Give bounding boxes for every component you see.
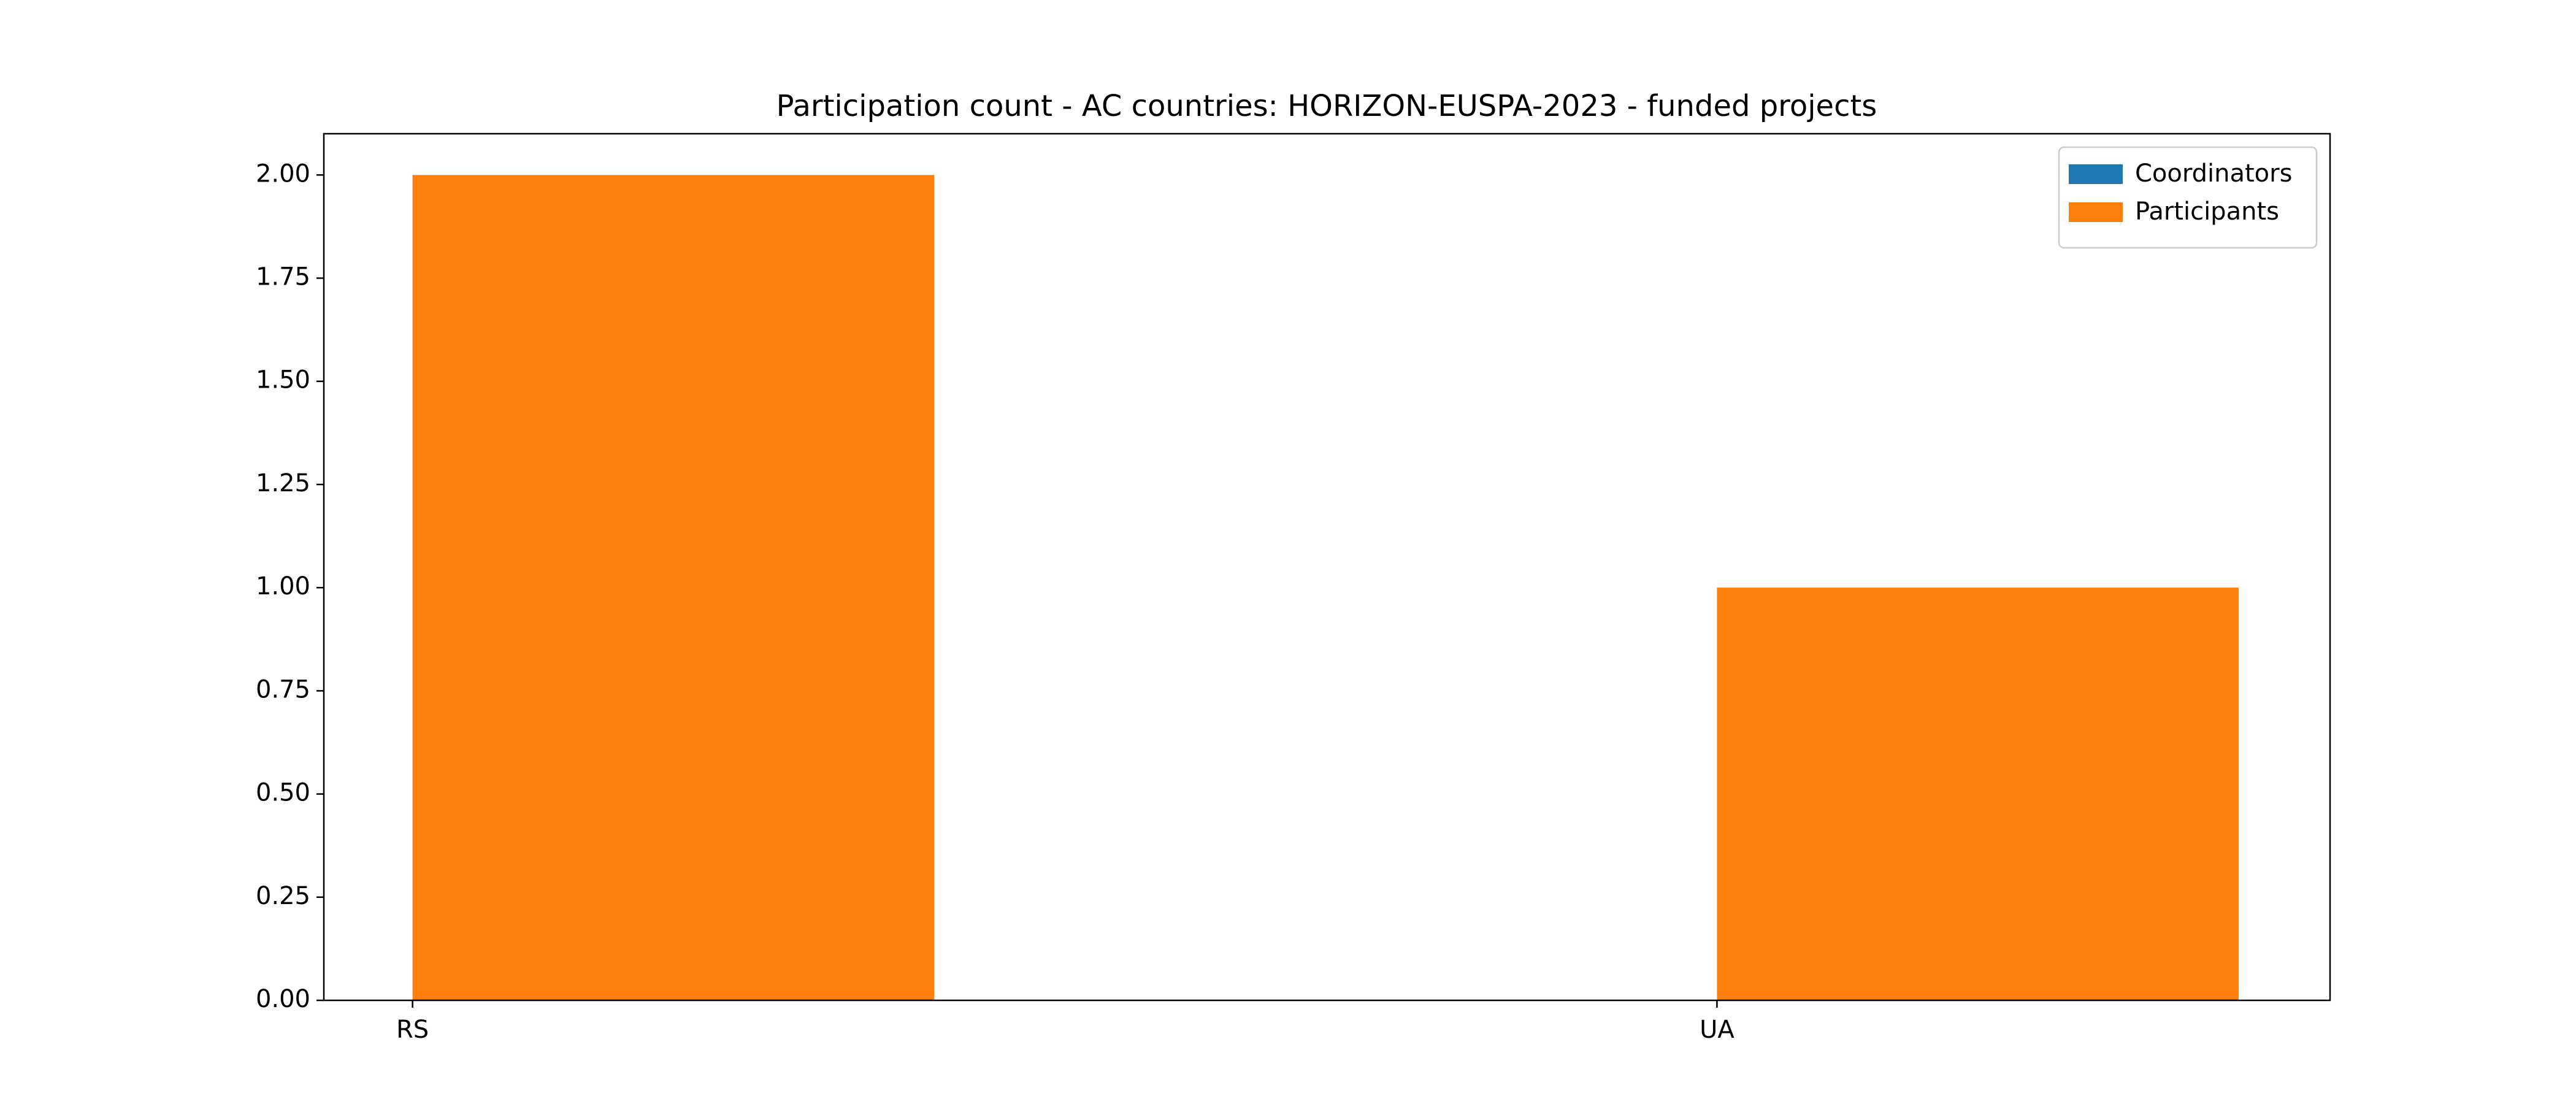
y-tick-label: 0.75 bbox=[256, 675, 310, 703]
legend-label: Coordinators bbox=[2135, 159, 2292, 188]
legend-box bbox=[2058, 146, 2318, 249]
y-tick-label: 1.75 bbox=[256, 263, 310, 291]
y-tick-label: 2.00 bbox=[256, 159, 310, 188]
bar bbox=[412, 175, 935, 1001]
legend-label: Participants bbox=[2135, 197, 2279, 226]
y-tick-label: 1.50 bbox=[256, 366, 310, 394]
x-tick-label: UA bbox=[1700, 1016, 1735, 1044]
y-tick-label: 1.00 bbox=[256, 572, 310, 600]
y-tick-label: 0.00 bbox=[256, 985, 310, 1013]
bar bbox=[1717, 588, 2239, 1000]
legend-swatch bbox=[2069, 202, 2123, 222]
y-tick-label: 1.25 bbox=[256, 469, 310, 497]
y-tick-label: 0.25 bbox=[256, 882, 310, 910]
legend-swatch bbox=[2069, 164, 2123, 184]
chart-title: Participation count - AC countries: HORI… bbox=[776, 89, 1877, 123]
plot-frame bbox=[323, 132, 2331, 1002]
y-tick-label: 0.50 bbox=[256, 779, 310, 807]
x-tick-label: RS bbox=[396, 1016, 429, 1044]
